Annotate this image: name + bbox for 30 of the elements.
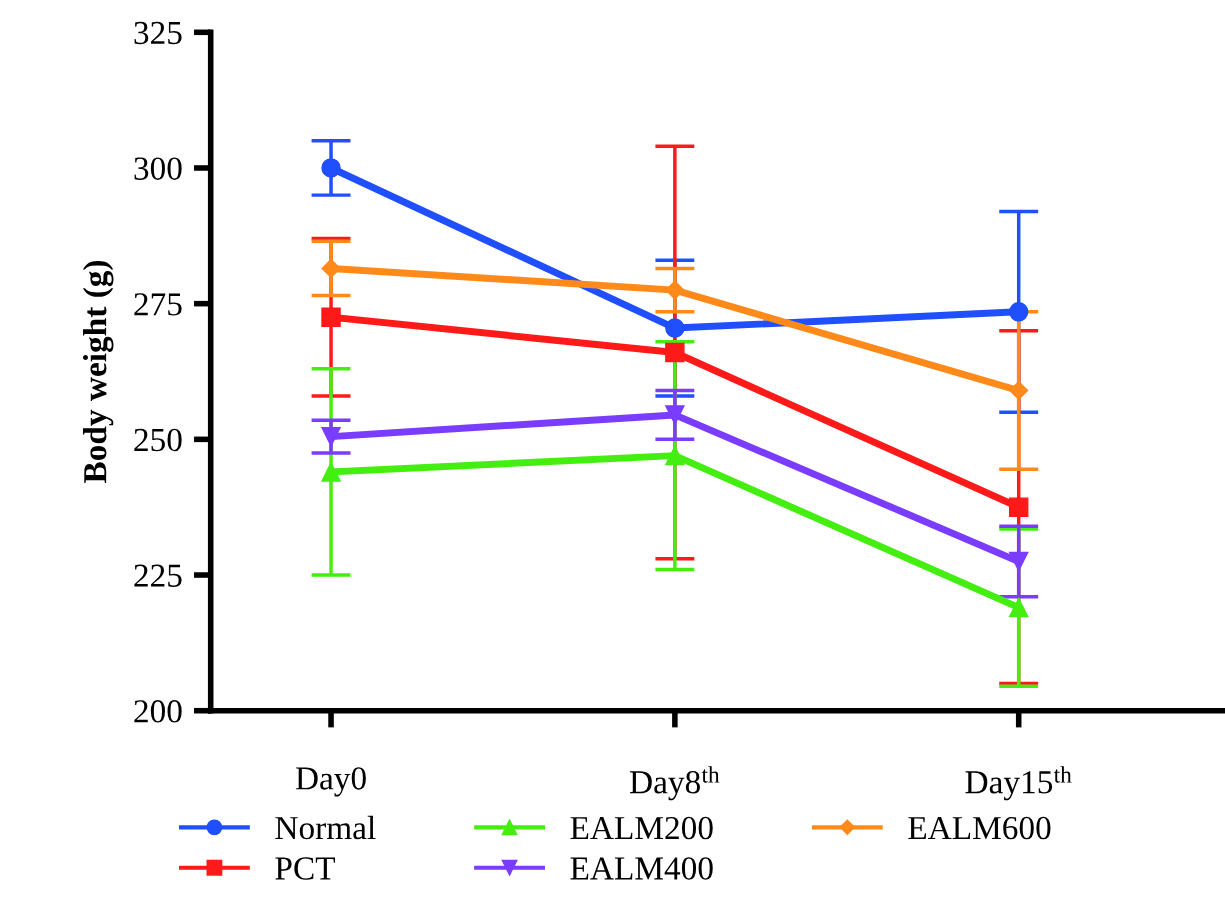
point [1008,497,1029,517]
legend-label: PCT [275,857,335,880]
legend-label: EALM600 [908,816,1051,840]
y-tick-label: 200 [134,700,182,723]
y-tick-label: 275 [134,293,182,316]
point [321,258,341,278]
point [665,342,685,363]
point [321,158,341,178]
y-tick-label: 325 [134,21,182,45]
legend-label: Normal [275,815,376,840]
y-axis-title: Body weight (g) [82,260,114,483]
point [1008,302,1029,322]
x-tick-label: Day15$^{th}$ [965,766,1072,801]
x-tick-label: Day8$^{th}$ [630,766,720,801]
point [665,280,685,300]
point [665,445,685,466]
point [1008,597,1029,618]
point [665,405,685,425]
point [321,462,341,482]
legend-label: EALM400 [570,857,713,880]
point [665,318,685,338]
y-tick-label: 225 [134,564,182,587]
point [1008,551,1029,572]
point [1009,380,1029,401]
x-tick-label: Day0 [295,767,366,797]
point [321,307,341,327]
y-tick-label: 300 [134,157,182,180]
legend-label: EALM200 [570,816,713,840]
y-tick-label: 250 [134,428,182,452]
point [321,426,341,447]
